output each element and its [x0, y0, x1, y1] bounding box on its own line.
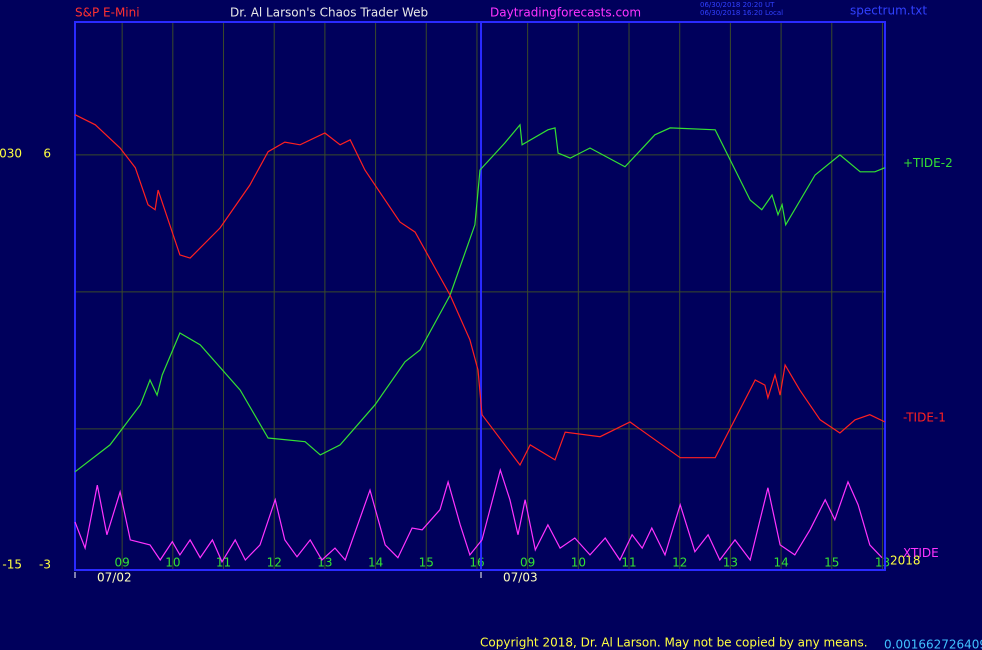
series-label: XTIDE [903, 546, 939, 560]
site: Daytradingforecasts.com [490, 6, 641, 20]
x-tick-label: 10 [571, 556, 586, 570]
x-tick-label: 11 [216, 556, 231, 570]
series-line [74, 467, 883, 564]
year: 2018 [890, 554, 921, 568]
date-label: 07/03 [503, 571, 538, 585]
plot-frame [74, 21, 886, 571]
series-line [74, 123, 886, 473]
y2-tick-label: 030 [0, 146, 22, 160]
series-line [74, 114, 886, 467]
x-tick-label: 12 [672, 556, 687, 570]
code: 0.0016627264092 [884, 638, 982, 650]
x-tick-label: 14 [368, 556, 383, 570]
series-label: -TIDE-1 [903, 411, 946, 425]
x-tick-label: 15 [824, 556, 839, 570]
copyright: Copyright 2018, Dr. Al Larson. May not b… [480, 636, 868, 650]
file-name: spectrum.txt [850, 4, 927, 18]
timestamp: 06/30/2018 20:20 UT [700, 1, 775, 9]
timestamp: 06/30/2018 16:20 Local [700, 9, 783, 17]
x-tick-label: 13 [875, 556, 890, 570]
x-tick-label: 12 [267, 556, 282, 570]
y-tick-label: -3 [39, 557, 51, 571]
x-tick-label: 09 [520, 556, 535, 570]
x-tick-label: 09 [114, 556, 129, 570]
x-tick-label: 11 [621, 556, 636, 570]
y2-tick-label: -15 [2, 557, 22, 571]
chart-title: Dr. Al Larson's Chaos Trader Web [230, 6, 428, 20]
y-tick-label: 6 [43, 146, 51, 160]
x-tick-label: 13 [723, 556, 738, 570]
x-tick-label: 16 [469, 556, 484, 570]
x-tick-label: 10 [165, 556, 180, 570]
instrument: S&P E-Mini [75, 6, 140, 20]
series-label: +TIDE-2 [903, 156, 953, 170]
x-tick-label: 14 [773, 556, 788, 570]
date-label: 07/02 [97, 571, 132, 585]
x-tick-label: 15 [419, 556, 434, 570]
